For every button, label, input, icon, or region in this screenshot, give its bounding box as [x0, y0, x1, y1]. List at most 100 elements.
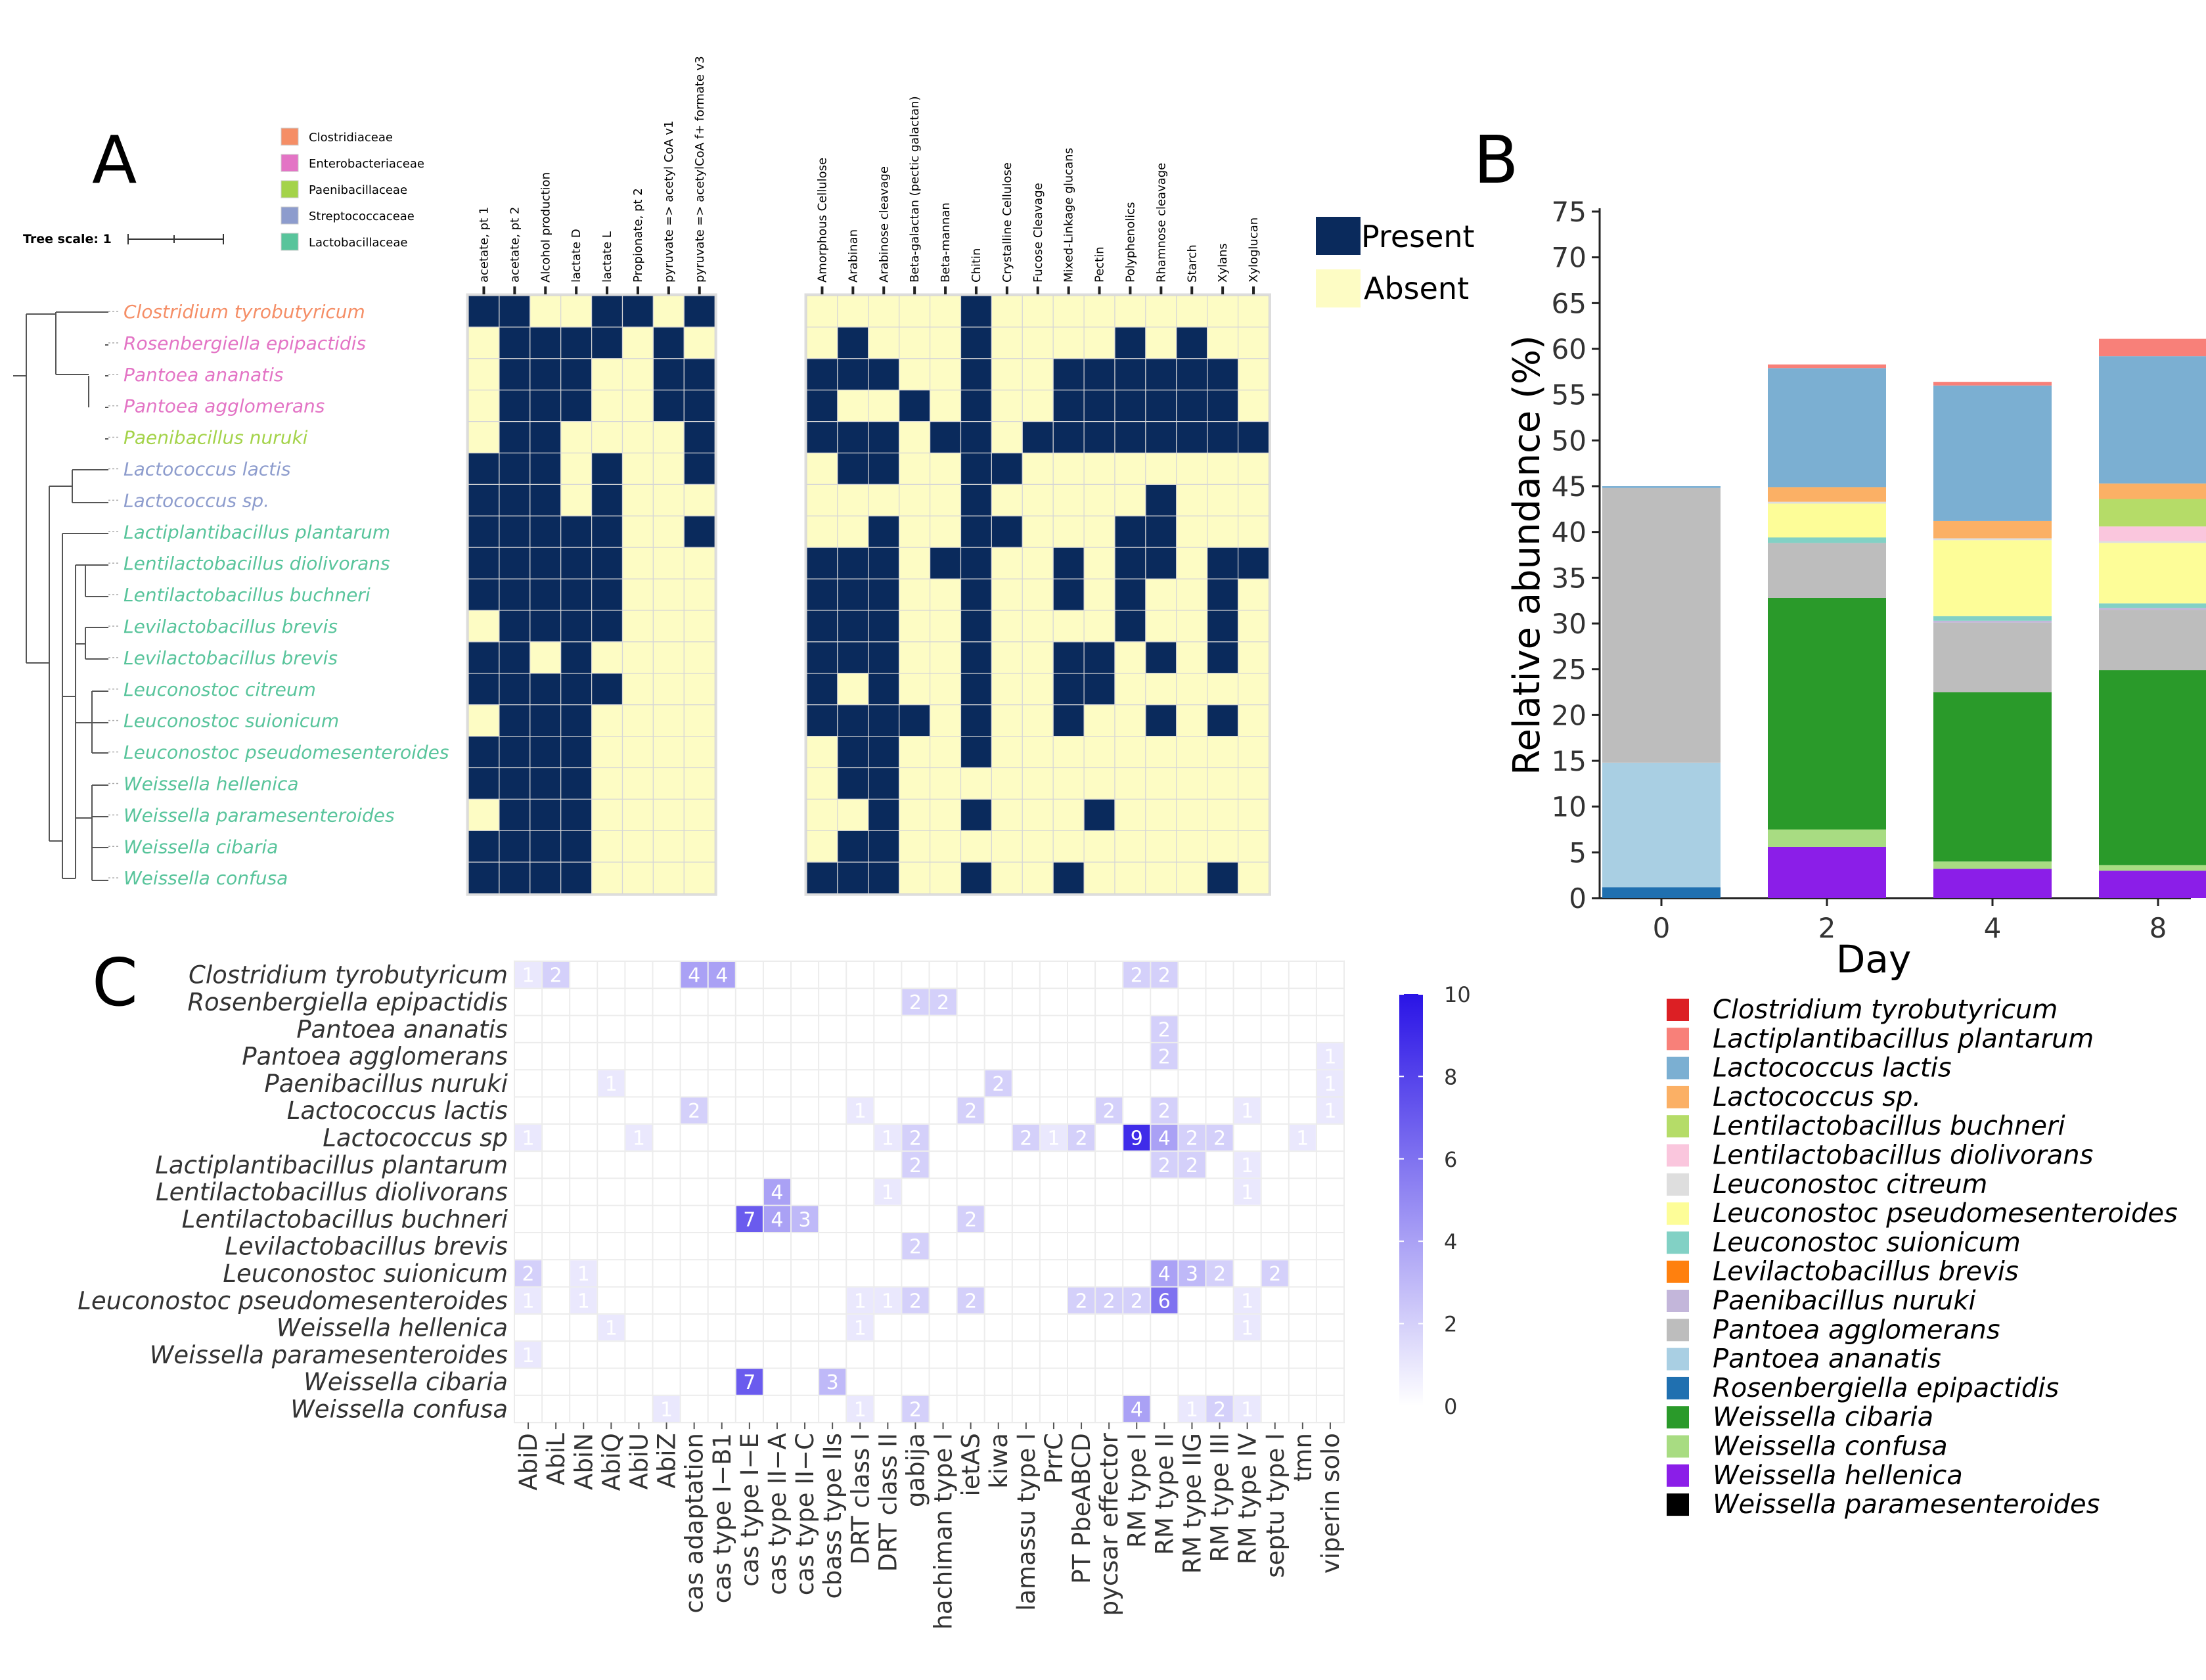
defense-cell: [1317, 1097, 1343, 1124]
presence-cell: [1022, 327, 1054, 359]
defense-cell-value: 1: [1296, 1127, 1309, 1150]
presence-cell: [1052, 798, 1085, 831]
presence-cell: [1207, 390, 1239, 422]
defense-cell: [902, 1152, 929, 1178]
presence-cell: [806, 578, 838, 611]
presence-cell: [929, 704, 962, 737]
presence-cell: [899, 547, 931, 579]
defense-cell: [515, 1342, 542, 1368]
bar-segment: [1933, 861, 2052, 869]
defense-cell: [847, 1287, 874, 1313]
presence-cell: [1207, 358, 1239, 391]
presence-cell: [1176, 358, 1208, 391]
defense-column-label: PT PbeABCD: [1068, 1433, 1096, 1584]
presence-cell: [560, 420, 593, 454]
defense-row-label: Lactococcus lactis: [287, 1097, 508, 1125]
presence-cell: [591, 673, 623, 706]
presence-cell: [960, 673, 993, 706]
presence-cell: [1052, 358, 1085, 391]
defense-cell-value: 2: [909, 1398, 922, 1421]
presence-cell: [1022, 610, 1054, 643]
y-tick-label: 5: [1569, 836, 1587, 869]
defense-cell-value: 3: [1186, 1263, 1198, 1286]
taxon-label: Leuconostoc suionicum: [124, 710, 339, 732]
presence-cell: [837, 452, 869, 486]
legend-label: Lactiplantibacillus plantarum: [1713, 1024, 2094, 1054]
presence-cell: [1145, 641, 1177, 674]
defense-cell: [1151, 1016, 1178, 1042]
defense-cell: [1234, 1097, 1261, 1124]
presence-cell: [1176, 641, 1208, 674]
defense-cell: [1151, 1124, 1178, 1151]
family-label: Lactobacillaceae: [309, 236, 408, 250]
defense-cell: [1068, 1124, 1095, 1151]
defense-cell-value: 2: [992, 1073, 1004, 1096]
presence-cell: [560, 547, 593, 579]
defense-cell: [847, 1314, 874, 1341]
presence-cell: [1083, 798, 1115, 831]
presence-cell: [621, 420, 654, 454]
presence-cell: [683, 547, 715, 579]
presence-cell: [1114, 704, 1146, 737]
presence-cell: [1176, 830, 1208, 863]
defense-cell-value: 4: [771, 1208, 783, 1231]
presence-cell: [1052, 515, 1085, 548]
y-tick-label: 35: [1552, 562, 1587, 594]
presence-cell: [837, 515, 869, 548]
presence-cell: [468, 641, 500, 674]
bar-segment: [1933, 869, 2052, 898]
bar-segment: [2099, 356, 2206, 484]
bar-segment: [2099, 526, 2206, 541]
presence-cell: [468, 515, 500, 548]
presence-cell: [529, 484, 562, 516]
presence-cell: [1207, 327, 1239, 359]
presence-cell: [960, 484, 993, 516]
presence-cell: [991, 390, 1023, 422]
defense-row-label: Clostridium tyrobutyricum: [189, 961, 508, 989]
defense-cell: [515, 1124, 542, 1151]
presence-cell: [960, 767, 993, 800]
legend-label: Levilactobacillus brevis: [1713, 1257, 2019, 1287]
presence-cell: [468, 484, 500, 516]
presence-cell: [1052, 390, 1085, 422]
presence-cell: [499, 830, 531, 863]
legend-swatch: [1667, 1348, 1689, 1371]
defense-cell: [985, 1070, 1012, 1097]
defense-row-label: Weissella paramesenteroides: [150, 1341, 508, 1369]
presence-cell: [1145, 861, 1177, 894]
presence-cell: [1145, 704, 1177, 737]
presence-cell: [1176, 515, 1208, 548]
defense-cell-value: 1: [1324, 1046, 1336, 1069]
presence-cell: [621, 327, 654, 359]
defense-column-label: AbiU: [625, 1433, 653, 1489]
presence-cell: [1145, 610, 1177, 643]
presence-cell: [683, 798, 715, 831]
column-label: Starch: [1185, 244, 1199, 283]
presence-cell: [529, 295, 562, 328]
presence-cell: [837, 641, 869, 674]
presence-cell: [868, 798, 900, 831]
presence-cell: [837, 610, 869, 643]
defense-column-label: RM type II: [1150, 1433, 1179, 1555]
defense-cell-value: 2: [1158, 1046, 1171, 1069]
presence-cell: [929, 327, 962, 359]
defense-column-label: pycsar effector: [1095, 1432, 1123, 1616]
presence-cell: [806, 358, 838, 391]
presence-cell: [1176, 673, 1208, 706]
defense-cell: [1317, 1043, 1343, 1070]
presence-cell: [1022, 798, 1054, 831]
defense-cell: [1179, 1124, 1205, 1151]
presence-cell: [1114, 420, 1146, 454]
taxon-label: Lactococcus sp.: [124, 489, 269, 511]
bar-segment: [1602, 887, 1721, 898]
presence-cell: [899, 861, 931, 894]
bar-segment: [2099, 603, 2206, 608]
presence-cell: [1083, 641, 1115, 674]
presence-cell: [1052, 547, 1085, 579]
presence-cell: [1176, 390, 1208, 422]
presence-cell: [529, 861, 562, 894]
defense-cell-value: 1: [1241, 1398, 1253, 1421]
presence-cell: [929, 641, 962, 674]
bar-segment: [2099, 338, 2206, 357]
